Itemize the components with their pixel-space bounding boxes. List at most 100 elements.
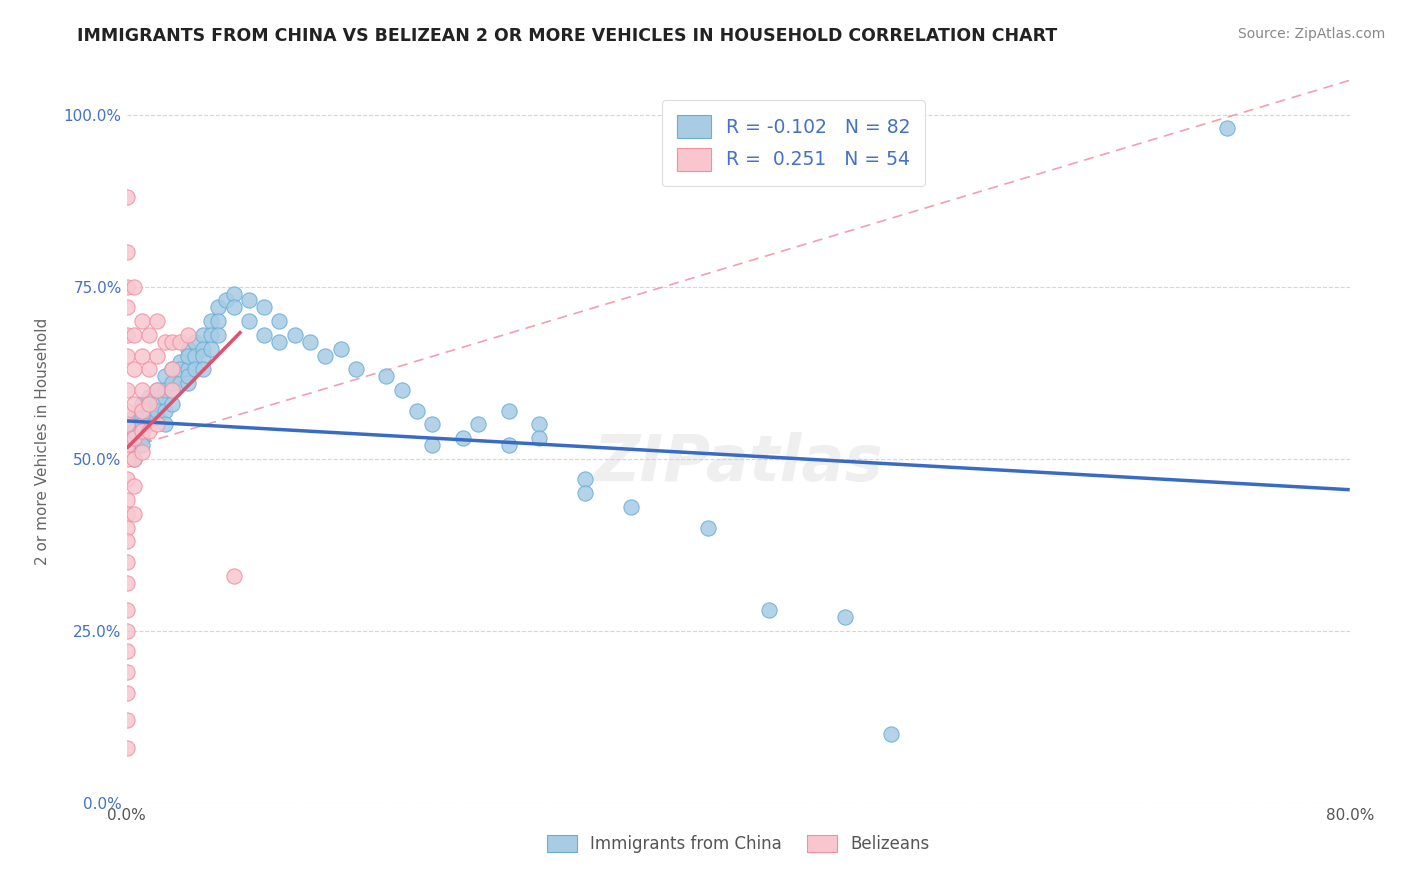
Point <box>498 403 520 417</box>
Point <box>122 410 145 425</box>
Point <box>314 349 336 363</box>
Point <box>122 417 145 432</box>
Point <box>146 383 169 397</box>
Point <box>391 383 413 397</box>
Point <box>122 327 145 342</box>
Point <box>122 451 145 466</box>
Point <box>122 438 145 452</box>
Point <box>191 342 214 356</box>
Point <box>131 383 153 397</box>
Point <box>620 500 643 514</box>
Point <box>177 376 200 390</box>
Point <box>574 486 596 500</box>
Point <box>115 383 138 397</box>
Point <box>451 431 474 445</box>
Point <box>422 438 444 452</box>
Point <box>146 417 169 432</box>
Point <box>122 451 145 466</box>
Point <box>122 397 145 411</box>
Point <box>115 555 138 569</box>
Point <box>131 445 153 459</box>
Point <box>207 301 229 315</box>
Text: Source: ZipAtlas.com: Source: ZipAtlas.com <box>1237 27 1385 41</box>
Point <box>177 327 200 342</box>
Point <box>467 417 489 432</box>
Point <box>269 334 291 349</box>
Point <box>162 334 184 349</box>
Point <box>299 334 322 349</box>
Point <box>162 362 184 376</box>
Point <box>191 327 214 342</box>
Point <box>115 417 138 432</box>
Point <box>153 383 176 397</box>
Point <box>115 279 138 293</box>
Point <box>169 334 191 349</box>
Point <box>177 342 200 356</box>
Point <box>422 417 444 432</box>
Point <box>131 424 153 438</box>
Point <box>138 424 160 438</box>
Point <box>122 507 145 521</box>
Point <box>162 376 184 390</box>
Point <box>153 390 176 404</box>
Point <box>238 293 260 308</box>
Point <box>200 327 222 342</box>
Point <box>115 327 138 342</box>
Point <box>115 665 138 679</box>
Point <box>153 417 176 432</box>
Point <box>177 349 200 363</box>
Point <box>115 190 138 204</box>
Point <box>146 403 169 417</box>
Point <box>200 314 222 328</box>
Text: ZIPatlas: ZIPatlas <box>593 433 883 494</box>
Point <box>146 349 169 363</box>
Point <box>115 451 138 466</box>
Point <box>329 342 352 356</box>
Point <box>146 314 169 328</box>
Point <box>122 362 145 376</box>
Point <box>131 314 153 328</box>
Point <box>115 245 138 260</box>
Point <box>191 362 214 376</box>
Point <box>153 369 176 384</box>
Point <box>238 314 260 328</box>
Point <box>1216 121 1239 136</box>
Point <box>115 624 138 638</box>
Point <box>146 397 169 411</box>
Point <box>146 410 169 425</box>
Point <box>138 390 160 404</box>
Point <box>207 314 229 328</box>
Point <box>122 431 145 445</box>
Point <box>191 349 214 363</box>
Legend: Immigrants from China, Belizeans: Immigrants from China, Belizeans <box>540 828 936 860</box>
Point <box>880 727 903 741</box>
Point <box>284 327 307 342</box>
Point <box>131 349 153 363</box>
Y-axis label: 2 or more Vehicles in Household: 2 or more Vehicles in Household <box>35 318 49 566</box>
Point <box>131 417 153 432</box>
Point <box>253 327 276 342</box>
Point <box>222 301 245 315</box>
Point <box>177 369 200 384</box>
Point <box>758 603 780 617</box>
Point <box>169 376 191 390</box>
Point <box>169 355 191 369</box>
Point <box>138 397 160 411</box>
Point <box>138 403 160 417</box>
Point <box>162 383 184 397</box>
Point <box>115 740 138 755</box>
Point <box>184 349 207 363</box>
Point <box>162 397 184 411</box>
Point <box>115 534 138 549</box>
Point <box>153 334 176 349</box>
Point <box>222 568 245 582</box>
Point <box>529 417 551 432</box>
Point <box>131 403 153 417</box>
Point <box>115 713 138 727</box>
Point <box>529 431 551 445</box>
Point <box>115 686 138 700</box>
Point <box>169 362 191 376</box>
Point <box>131 410 153 425</box>
Point <box>131 431 153 445</box>
Point <box>138 417 160 432</box>
